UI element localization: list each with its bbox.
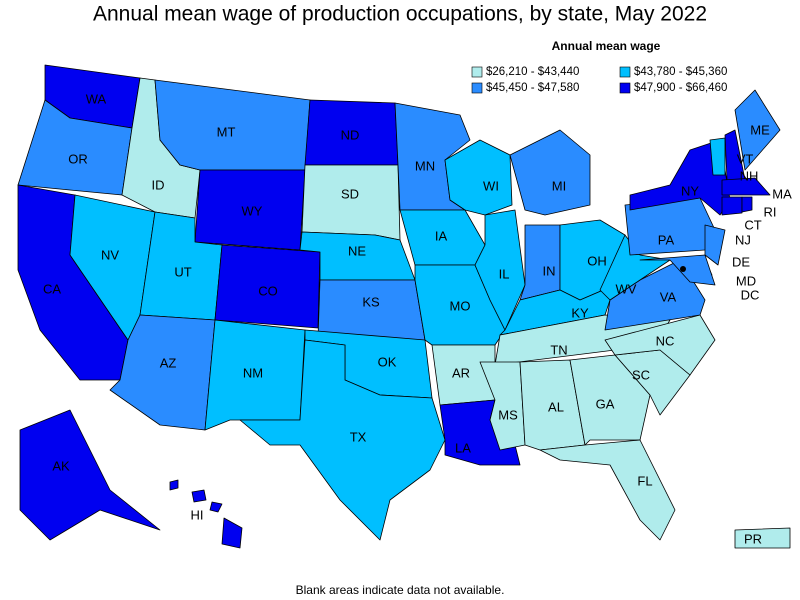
state-label: IA (435, 228, 448, 243)
state-shape (209, 501, 223, 513)
state-shape (317, 279, 426, 341)
state-label: NC (656, 333, 675, 348)
state-label: UT (174, 264, 191, 279)
state-labels: WA OR CA NV ID MT WY UT CO AZ NM ND SD NE KS OK TX MN IA MO… (43, 91, 792, 546)
legend-swatch (471, 82, 483, 94)
state-label: GA (596, 396, 615, 411)
legend-swatch (619, 66, 631, 78)
state-shape (221, 517, 243, 549)
state-label: SD (341, 186, 359, 201)
state-label: ME (750, 122, 770, 137)
map-title: Annual mean wage of production occupatio… (93, 3, 707, 26)
state-label: KS (362, 294, 380, 309)
state-label: NE (348, 243, 366, 258)
state-shape (444, 139, 513, 216)
state-label: NY (681, 183, 699, 198)
state-label: WY (242, 203, 263, 218)
state-label: CA (43, 281, 61, 296)
state-shape (191, 489, 207, 503)
state-label: PR (744, 531, 762, 546)
states (17, 64, 791, 549)
state-shape (639, 254, 716, 286)
state-label: OK (378, 354, 397, 369)
state-label: NJ (735, 232, 751, 247)
state-shape (509, 129, 591, 216)
dc-marker (680, 266, 686, 272)
state-label: NV (101, 247, 119, 262)
state-label: CT (744, 217, 761, 232)
state-label: SC (632, 367, 650, 382)
state-label: PA (658, 232, 675, 247)
state-shape (741, 196, 753, 213)
state-label: ND (341, 127, 360, 142)
state-shape (709, 137, 726, 176)
state-label: VA (660, 289, 677, 304)
state-label: FL (637, 473, 652, 488)
state-label: OH (587, 253, 607, 268)
state-shape (301, 164, 401, 241)
state-label: MS (498, 407, 518, 422)
state-shape (239, 339, 446, 541)
state-shape (734, 527, 791, 549)
legend-title: Annual mean wage (552, 39, 661, 53)
legend-swatch (471, 66, 483, 78)
legend-label: $26,210 - $43,440 (486, 66, 579, 78)
state-label: WI (483, 178, 499, 193)
state-label: LA (455, 440, 471, 455)
state-label: NM (243, 365, 263, 380)
state-label: RI (764, 204, 777, 219)
state-label: MT (217, 124, 236, 139)
state-label: ID (152, 177, 165, 192)
legend-swatch (619, 82, 631, 94)
state-label: AR (452, 365, 470, 380)
state-label: DC (741, 287, 760, 302)
state-shape (19, 409, 161, 541)
state-shape (474, 209, 526, 331)
state-shape (721, 177, 771, 196)
legend-label: $43,780 - $45,360 (634, 66, 727, 78)
state-label: WA (86, 91, 107, 106)
state-label: IL (499, 266, 510, 281)
state-label: DE (732, 254, 750, 269)
state-label: TN (550, 342, 567, 357)
state-shape (704, 224, 726, 266)
state-label: AZ (160, 355, 177, 370)
state-shape (721, 196, 743, 216)
state-label: AL (548, 399, 564, 414)
state-label: TX (350, 429, 367, 444)
state-label: NH (740, 168, 759, 183)
state-label: MA (772, 186, 792, 201)
state-label: CO (258, 283, 278, 298)
legend-label: $45,450 - $47,580 (486, 82, 579, 94)
state-label: MO (450, 298, 471, 313)
legend: $26,210 - $43,440 $43,780 - $45,360 $45,45… (471, 66, 727, 94)
footnote: Blank areas indicate data not available. (296, 583, 505, 597)
state-label: VT (737, 151, 754, 166)
state-label: OR (68, 151, 88, 166)
state-label: MN (415, 158, 435, 173)
legend-label: $47,900 - $66,460 (634, 82, 727, 94)
state-label: IN (543, 263, 556, 278)
state-shape (539, 439, 676, 541)
state-label: WV (616, 281, 637, 296)
state-label: HI (191, 507, 204, 522)
state-label: AK (52, 458, 70, 473)
state-label: MI (552, 178, 566, 193)
state-shape (169, 479, 179, 491)
state-shape (734, 89, 781, 171)
state-label: MD (736, 273, 756, 288)
state-label: KY (571, 305, 589, 320)
